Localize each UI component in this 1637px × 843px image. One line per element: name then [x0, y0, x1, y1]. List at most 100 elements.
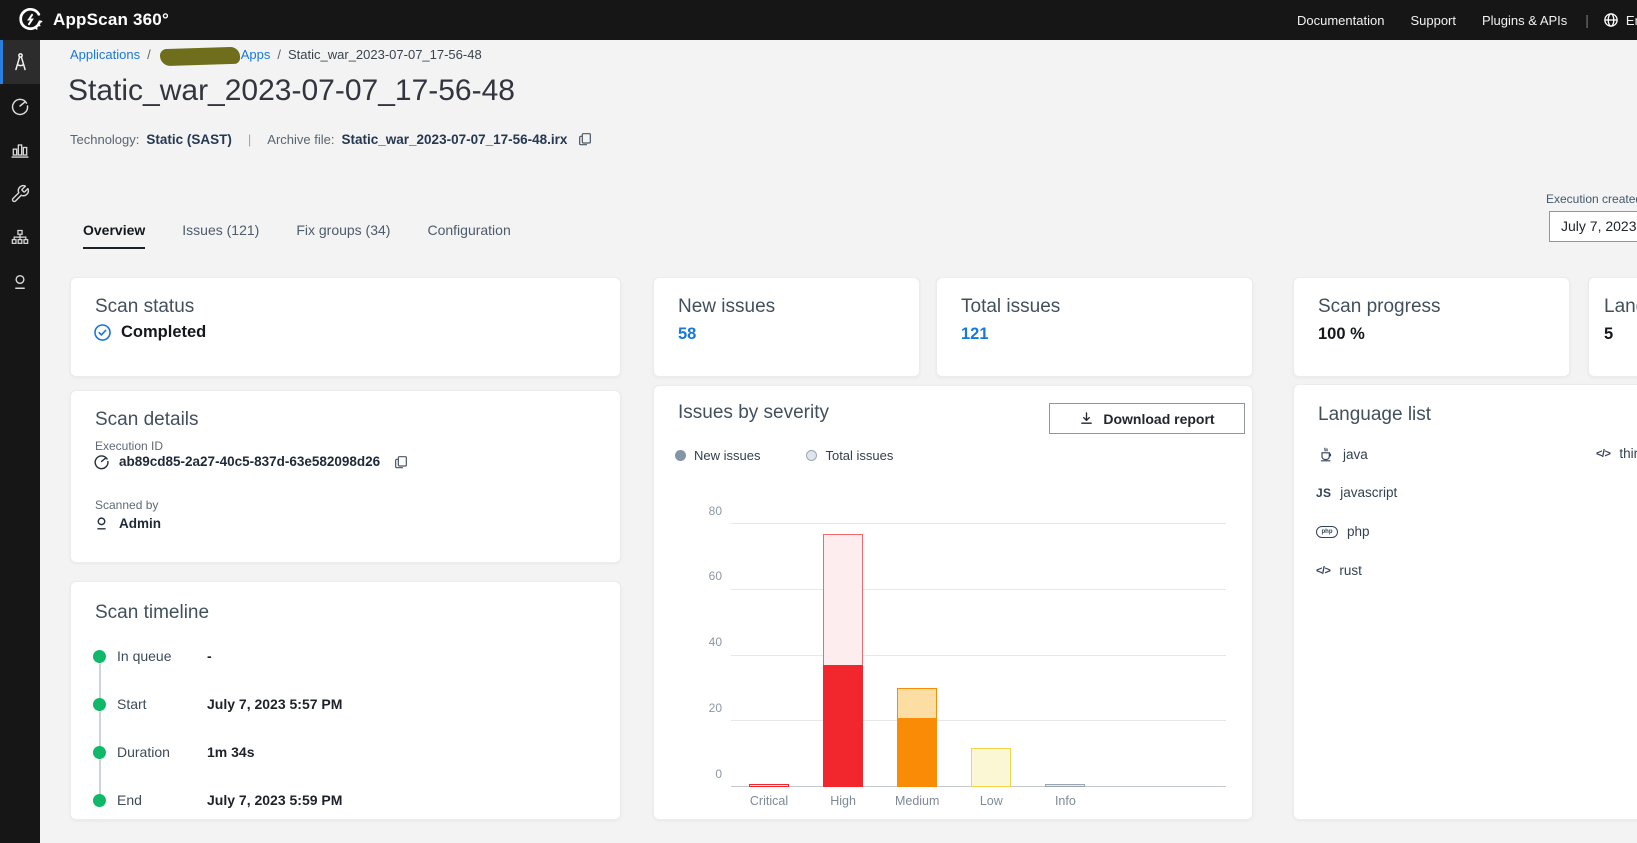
- sidebar-item-organization[interactable]: [0, 216, 40, 260]
- language-item-thirdparty: </> thirdparty: [1596, 446, 1637, 461]
- scan-timeline-card: Scan timeline In queue - Start July 7, 2…: [70, 581, 621, 820]
- copy-archive-icon[interactable]: [577, 131, 593, 147]
- languages-title: Languages: [1604, 296, 1637, 317]
- app-title: AppScan 360°: [53, 9, 169, 29]
- timeline-dot: [93, 649, 106, 663]
- legend-total-issues-dot: [806, 450, 818, 461]
- scan-status-card: Scan status Completed: [70, 277, 621, 377]
- total-issues-title: Total issues: [961, 296, 1061, 317]
- bar-total-low: [971, 747, 1012, 787]
- scan-timeline-title: Scan timeline: [95, 602, 210, 623]
- scanned-by-value: Admin: [119, 516, 161, 531]
- bar-new-high: [823, 665, 864, 787]
- legend-total-issues-label[interactable]: Total issues: [825, 448, 894, 463]
- sidebar-item-scans[interactable]: [0, 84, 40, 128]
- tab-fix-groups[interactable]: Fix groups (34): [296, 222, 391, 238]
- y-axis-tick: 60: [708, 569, 722, 584]
- legend-new-issues-label[interactable]: New issues: [694, 448, 761, 463]
- scan-status-value: Completed: [121, 323, 207, 341]
- left-sidebar: [0, 40, 40, 843]
- sidebar-item-tools[interactable]: [0, 172, 40, 216]
- y-axis-tick: 80: [708, 503, 722, 518]
- language-item-php: php php: [1316, 524, 1370, 539]
- scan-progress-title: Scan progress: [1318, 296, 1441, 317]
- page-title: Static_war_2023-07-07_17-56-48: [68, 74, 515, 107]
- execution-id-value: ab89cd85-2a27-40c5-837d-63e582098d26: [119, 454, 381, 469]
- timeline-row-start: Start July 7, 2023 5:57 PM: [93, 696, 342, 712]
- x-axis-label-info: Info: [1054, 794, 1076, 808]
- tab-issues[interactable]: Issues (121): [182, 222, 260, 238]
- technology-value: Static (SAST): [146, 131, 232, 147]
- php-icon: php: [1316, 525, 1338, 538]
- timeline-row-in-queue: In queue -: [93, 648, 212, 664]
- total-issues-value[interactable]: 121: [961, 325, 989, 343]
- execution-id-label: Execution ID: [95, 439, 164, 453]
- tab-configuration[interactable]: Configuration: [427, 222, 511, 238]
- total-issues-card: Total issues 121: [936, 277, 1253, 377]
- gridline-80: [731, 523, 1226, 524]
- nav-divider: |: [1585, 12, 1589, 28]
- app-logo[interactable]: AppScan 360°: [18, 7, 169, 32]
- timeline-dot: [93, 793, 106, 807]
- languages-value: 5: [1604, 325, 1614, 343]
- scan-status-title: Scan status: [95, 296, 195, 317]
- bar-new-medium: [897, 717, 938, 787]
- timeline-dot: [93, 697, 106, 711]
- y-axis-tick: 0: [715, 766, 722, 781]
- compass-icon: [10, 52, 31, 73]
- chart-legend: New issues Total issues: [675, 448, 893, 463]
- breadcrumb-link-apps[interactable]: Apps: [240, 47, 271, 62]
- check-circle-icon: [93, 323, 112, 342]
- tab-bar: Overview Issues (121) Fix groups (34) Co…: [83, 222, 511, 249]
- x-axis-label-high: High: [830, 794, 856, 808]
- appscan-logo-icon: [18, 7, 43, 32]
- download-icon: [1079, 411, 1094, 426]
- technology-label: Technology:: [70, 131, 140, 147]
- gridline-40: [731, 654, 1226, 656]
- breadcrumb-link-applications[interactable]: Applications: [70, 47, 141, 62]
- download-report-button[interactable]: Download report: [1049, 403, 1245, 434]
- scanned-by-label: Scanned by: [95, 498, 159, 512]
- timeline-row-end: End July 7, 2023 5:59 PM: [93, 792, 342, 808]
- language-label: English: [1625, 12, 1637, 28]
- hierarchy-icon: [10, 228, 30, 248]
- issues-by-severity-title: Issues by severity: [678, 402, 829, 423]
- bar-chart-icon: [10, 140, 30, 160]
- y-axis-tick: 40: [708, 635, 722, 649]
- timeline-row-duration: Duration 1m 34s: [93, 744, 254, 760]
- execution-created-label: Execution created: [1546, 192, 1637, 206]
- new-issues-card: New issues 58: [653, 277, 920, 377]
- scan-meta-line: Technology: Static (SAST) | Archive file…: [70, 131, 593, 147]
- nav-documentation[interactable]: Documentation: [1297, 12, 1385, 28]
- execution-created-select[interactable]: July 7, 2023 5:57 PM: [1549, 211, 1637, 242]
- nav-support[interactable]: Support: [1410, 12, 1456, 28]
- scan-progress-card: Scan progress 100 %: [1293, 277, 1570, 377]
- timeline-connector: [99, 654, 101, 799]
- language-selector[interactable]: English: [1603, 12, 1637, 28]
- code-icon: </>: [1596, 447, 1611, 460]
- archive-file-value: Static_war_2023-07-07_17-56-48.irx: [341, 131, 568, 147]
- issues-by-severity-card: Issues by severity Download report New i…: [653, 385, 1253, 820]
- scan-details-card: Scan details Execution ID ab89cd85-2a27-…: [70, 390, 621, 563]
- tab-overview[interactable]: Overview: [83, 222, 146, 249]
- code-icon: </>: [1316, 564, 1331, 577]
- new-issues-value[interactable]: 58: [678, 325, 697, 343]
- language-item-rust: </> rust: [1316, 563, 1362, 578]
- language-list-card: Language list java JS javascript php php…: [1293, 384, 1637, 820]
- sidebar-item-user[interactable]: [0, 260, 40, 304]
- gridline-60: [731, 588, 1226, 590]
- language-list-title: Language list: [1318, 404, 1432, 425]
- languages-card: Languages 5: [1588, 277, 1637, 377]
- sidebar-item-reports[interactable]: [0, 128, 40, 172]
- js-icon: JS: [1316, 485, 1332, 500]
- scan-details-title: Scan details: [95, 409, 199, 430]
- language-item-javascript: JS javascript: [1316, 485, 1398, 500]
- legend-new-issues-dot: [675, 450, 686, 461]
- wrench-icon: [10, 184, 30, 204]
- sidebar-item-applications[interactable]: [0, 40, 40, 84]
- nav-plugins-apis[interactable]: Plugins & APIs: [1482, 12, 1568, 28]
- gridline-20: [731, 720, 1226, 722]
- language-item-java: java: [1318, 446, 1368, 463]
- copy-execution-id-icon[interactable]: [393, 454, 409, 470]
- breadcrumb: Applications / Apps / Static_war_2023-07…: [70, 46, 482, 67]
